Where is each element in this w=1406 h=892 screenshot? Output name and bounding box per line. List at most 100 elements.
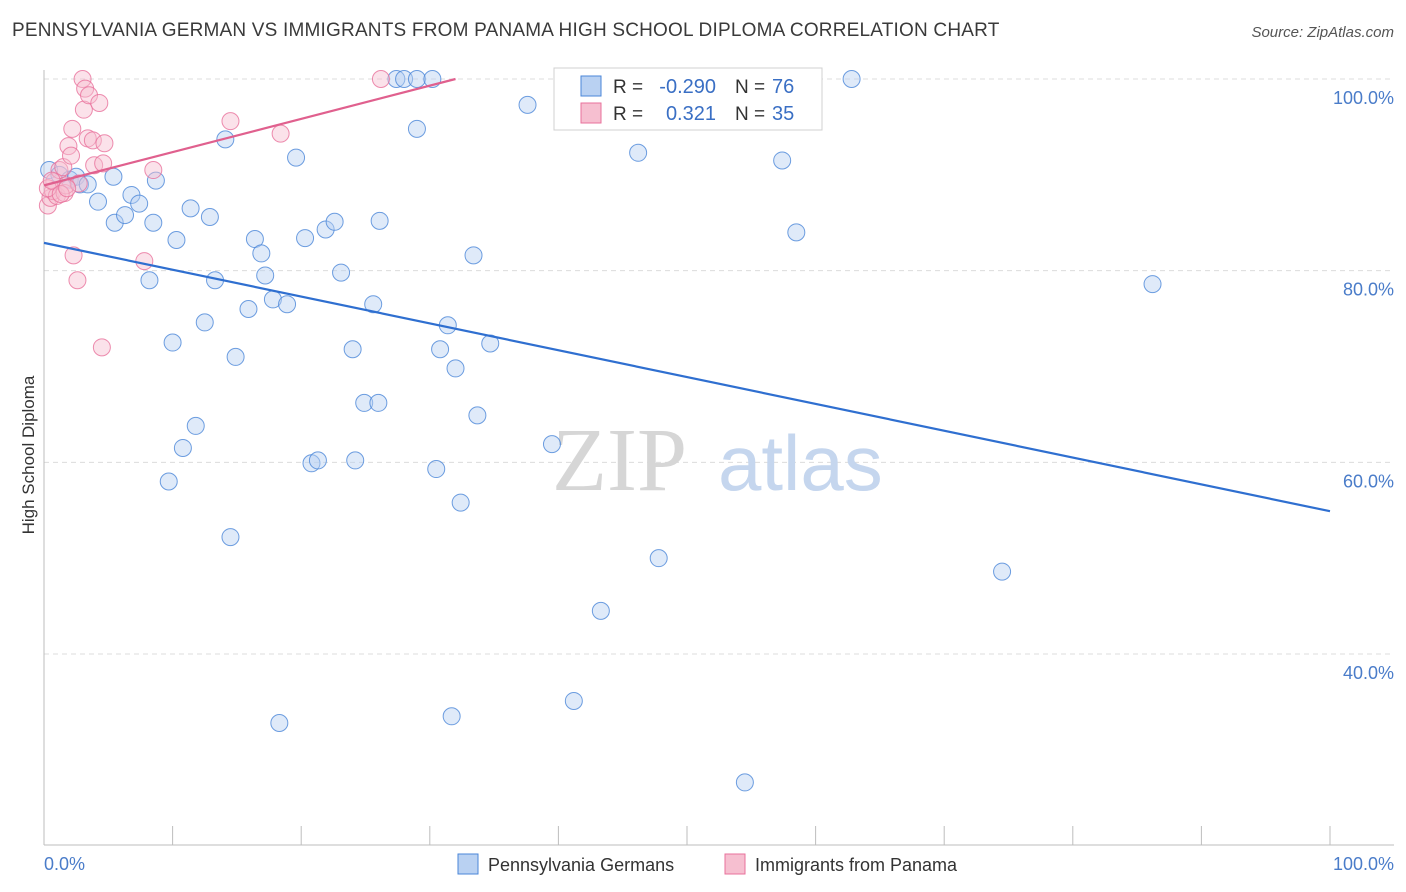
pennsylvania-germans-point-32 <box>270 714 289 732</box>
pennsylvania-germans-point-65 <box>629 143 648 162</box>
y-tick-label-60: 60.0% <box>1343 471 1394 491</box>
pennsylvania-germans-point-39 <box>325 212 344 231</box>
pennsylvania-germans-point-52 <box>427 460 446 479</box>
watermark-zip: ZIP <box>552 411 687 510</box>
pennsylvania-germans-point-67 <box>735 773 754 792</box>
immigrants-from-panama-point-19 <box>80 86 99 105</box>
pennsylvania-germans-point-6 <box>89 192 108 211</box>
pennsylvania-germans-point-53 <box>431 340 450 359</box>
legend-bottom: Pennsylvania Germans Immigrants from Pan… <box>457 853 958 875</box>
immigrants-from-panama-point-20 <box>83 131 102 150</box>
legend-n-value-1: 76 <box>772 76 794 98</box>
immigrants-from-panama-point-11 <box>63 119 82 138</box>
pennsylvania-germans-point-20 <box>186 416 205 435</box>
x-tick-label-max: 100.0% <box>1333 854 1394 874</box>
pennsylvania-germans-point-59 <box>468 406 487 425</box>
pennsylvania-germans-point-30 <box>256 266 275 285</box>
pennsylvania-germans-point-70 <box>842 70 861 88</box>
series-immigrants-from-panama <box>38 70 390 357</box>
pennsylvania-germans-point-72 <box>1143 275 1162 294</box>
legend-bottom-label-blue: Pennsylvania Germans <box>488 855 674 875</box>
pennsylvania-germans-point-58 <box>464 246 483 265</box>
immigrants-from-panama-point-24 <box>94 154 113 173</box>
pennsylvania-germans-point-57 <box>451 493 470 512</box>
immigrants-from-panama-point-30 <box>371 70 390 88</box>
immigrants-from-panama-point-23 <box>92 338 111 357</box>
y-tick-label-40: 40.0% <box>1343 663 1394 683</box>
legend-r-label-2: R = <box>613 104 643 125</box>
immigrants-from-panama-point-22 <box>90 93 109 112</box>
pennsylvania-germans-point-16 <box>163 333 182 352</box>
immigrants-from-panama-point-21 <box>85 156 104 175</box>
pennsylvania-germans-point-8 <box>105 213 124 232</box>
pennsylvania-germans-point-27 <box>239 300 258 318</box>
legend-n-value-2: 35 <box>772 103 794 125</box>
pennsylvania-germans-point-12 <box>140 271 159 290</box>
pennsylvania-germans-point-47 <box>387 70 406 88</box>
chart-title: PENNSYLVANIA GERMAN VS IMMIGRANTS FROM P… <box>12 20 1000 41</box>
pennsylvania-germans-point-63 <box>564 691 583 710</box>
immigrants-from-panama-point-29 <box>271 124 290 143</box>
pennsylvania-germans-point-21 <box>195 313 214 332</box>
y-tick-label-80: 80.0% <box>1343 280 1394 300</box>
pennsylvania-germans-point-49 <box>407 70 426 88</box>
legend-n-label-2: N = <box>735 104 765 125</box>
pennsylvania-germans-point-62 <box>542 435 561 454</box>
x-ticks <box>43 826 1331 845</box>
immigrants-from-panama-point-14 <box>69 174 88 193</box>
pennsylvania-germans-point-48 <box>395 70 414 88</box>
legend-swatch-blue <box>580 75 602 97</box>
pennsylvania-germans-point-33 <box>278 295 297 314</box>
immigrants-from-panama-point-10 <box>62 146 81 165</box>
immigrants-from-panama-point-16 <box>74 100 93 119</box>
immigrants-from-panama-point-25 <box>95 134 114 153</box>
pennsylvania-germans-point-61 <box>518 95 537 114</box>
pennsylvania-germans-point-40 <box>332 263 351 282</box>
legend-bottom-label-pink: Immigrants from Panama <box>755 855 958 875</box>
grid-lines <box>44 78 1394 655</box>
pennsylvania-germans-point-45 <box>369 393 388 412</box>
immigrants-from-panama-point-13 <box>68 271 87 290</box>
pennsylvania-germans-point-68 <box>773 151 792 170</box>
immigrants-from-panama-point-26 <box>135 252 154 271</box>
pennsylvania-germans-point-5 <box>78 175 97 194</box>
legend-r-label-1: R = <box>613 77 643 98</box>
pennsylvania-germans-point-50 <box>407 119 426 138</box>
legend-r-value-1: -0.290 <box>659 76 716 98</box>
immigrants-from-panama-point-12 <box>64 246 83 265</box>
pennsylvania-germans-point-44 <box>364 295 383 314</box>
immigrants-from-panama-point-28 <box>221 112 240 131</box>
pennsylvania-germans-point-35 <box>296 229 315 248</box>
y-tick-label-100: 100.0% <box>1333 88 1394 108</box>
series-pennsylvania-germans <box>40 70 1162 792</box>
pennsylvania-germans-point-25 <box>221 528 240 547</box>
pennsylvania-germans-point-41 <box>343 340 362 359</box>
pennsylvania-germans-point-18 <box>173 438 192 457</box>
pennsylvania-germans-point-55 <box>442 707 461 726</box>
legend-bottom-swatch-blue <box>457 853 479 875</box>
pennsylvania-germans-point-17 <box>167 231 186 249</box>
immigrants-from-panama-point-34 <box>58 179 77 198</box>
pennsylvania-germans-point-69 <box>787 223 806 242</box>
pennsylvania-germans-point-71 <box>993 562 1012 581</box>
pennsylvania-germans-point-14 <box>146 171 165 190</box>
source-credit: Source: ZipAtlas.com <box>1251 24 1394 41</box>
watermark-atlas: atlas <box>718 419 883 507</box>
pennsylvania-germans-point-19 <box>181 199 200 218</box>
immigrants-from-panama-point-27 <box>144 161 163 180</box>
pennsylvania-germans-point-11 <box>130 194 149 213</box>
pennsylvania-germans-point-46 <box>370 211 389 230</box>
pennsylvania-germans-point-13 <box>144 213 163 232</box>
y-tick-labels: 40.0% 60.0% 80.0% 100.0% <box>1333 88 1394 683</box>
legend-r-value-2: 0.321 <box>666 103 716 125</box>
pennsylvania-germans-point-64 <box>591 601 610 620</box>
legend-n-label-1: N = <box>735 77 765 98</box>
pennsylvania-germans-point-26 <box>226 347 245 366</box>
pennsylvania-germans-point-15 <box>159 472 178 491</box>
pennsylvania-germans-point-34 <box>287 148 306 167</box>
y-axis-label: High School Diploma <box>19 375 38 534</box>
pennsylvania-germans-point-9 <box>116 206 135 225</box>
legend-bottom-swatch-pink <box>724 853 746 875</box>
pennsylvania-germans-point-42 <box>346 451 365 470</box>
pennsylvania-germans-point-29 <box>252 244 271 263</box>
